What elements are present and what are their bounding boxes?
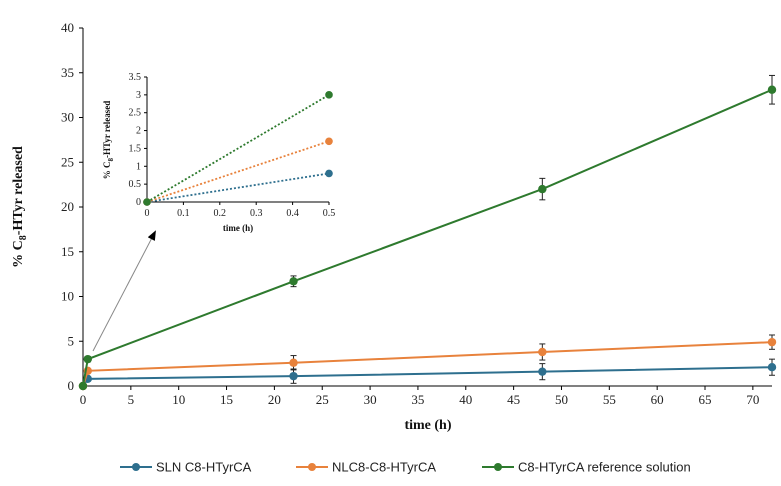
legend: SLN C8-HTyrCA NLC8-C8-HTyrCA C8-HTyrCA ref… bbox=[120, 460, 691, 475]
y-axis-title-rest: -HTyr released bbox=[11, 146, 26, 235]
x-tick-label: 55 bbox=[603, 392, 616, 407]
inset-data-point bbox=[143, 198, 151, 206]
y-tick-label: 35 bbox=[61, 65, 74, 80]
inset-series-line bbox=[146, 140, 330, 203]
inset-y-tick-label: 3 bbox=[136, 90, 141, 101]
inset-series-line bbox=[146, 172, 330, 203]
series-line bbox=[82, 366, 773, 387]
inset-y-tick-label: 2 bbox=[136, 126, 141, 137]
legend-item-1: NLC8-C8-HTyrCA bbox=[296, 460, 436, 475]
y-tick-label: 10 bbox=[61, 289, 74, 304]
data-point bbox=[78, 381, 88, 391]
x-tick-label: 0 bbox=[80, 392, 87, 407]
inset-axes bbox=[146, 77, 329, 203]
inset-y-tick-label: 1.5 bbox=[129, 143, 142, 154]
inset-x-tick-label: 0.3 bbox=[250, 208, 263, 219]
series-2 bbox=[78, 74, 777, 391]
data-point bbox=[289, 371, 298, 381]
main-x-ticks: 0 5 10 15 20 25 30 35 40 45 50 55 60 65 70 bbox=[80, 386, 759, 407]
inset-y-tick-label: 1 bbox=[136, 161, 141, 172]
y-axis-title: % C8-HTyr released bbox=[11, 146, 29, 268]
inset-y-tick-label: 3.5 bbox=[129, 72, 142, 83]
data-point bbox=[538, 347, 547, 357]
x-tick-label: 20 bbox=[268, 392, 281, 407]
series-line bbox=[82, 88, 773, 387]
legend-item-0: SLN C8-HTyrCA bbox=[120, 460, 252, 475]
legend-label: C8-HTyrCA reference solution bbox=[518, 460, 691, 475]
x-tick-label: 15 bbox=[220, 392, 233, 407]
y-tick-label: 40 bbox=[61, 20, 74, 35]
inset-data-point bbox=[325, 137, 333, 146]
main-series bbox=[78, 74, 777, 391]
inset-series-2 bbox=[143, 91, 333, 206]
x-tick-label: 60 bbox=[651, 392, 664, 407]
legend-label: NLC8-C8-HTyrCA bbox=[332, 460, 436, 475]
inset-y-tick-label: 0.5 bbox=[129, 179, 142, 190]
y-tick-label: 25 bbox=[61, 154, 74, 169]
inset-x-tick-label: 0.5 bbox=[323, 208, 336, 219]
main-y-ticks: 0 5 10 15 20 25 30 35 40 bbox=[61, 20, 83, 393]
x-tick-label: 10 bbox=[172, 392, 185, 407]
legend-swatch-marker bbox=[132, 463, 140, 471]
series-line bbox=[82, 341, 773, 387]
zoom-arrow bbox=[92, 230, 156, 352]
inset-y-axis-title-main: % C bbox=[102, 162, 112, 180]
legend-item-2: C8-HTyrCA reference solution bbox=[482, 460, 691, 475]
y-tick-label: 5 bbox=[68, 333, 75, 348]
inset-y-axis-title: % C8-HTyr released bbox=[102, 101, 115, 180]
inset-x-tick-label: 0.1 bbox=[177, 208, 190, 219]
inset-x-tick-label: 0.2 bbox=[214, 208, 227, 219]
data-point bbox=[83, 354, 92, 364]
inset-x-tick-label: 0.4 bbox=[286, 208, 299, 219]
legend-swatch-marker bbox=[494, 463, 502, 471]
x-tick-label: 40 bbox=[459, 392, 472, 407]
y-tick-label: 15 bbox=[61, 244, 74, 259]
inset-data-point bbox=[325, 91, 333, 99]
x-tick-label: 50 bbox=[555, 392, 568, 407]
x-tick-label: 30 bbox=[364, 392, 377, 407]
inset-y-axis-title-rest: -HTyr released bbox=[102, 101, 112, 158]
inset-y-tick-label: 2.5 bbox=[129, 108, 142, 119]
x-tick-label: 45 bbox=[507, 392, 520, 407]
x-tick-label: 5 bbox=[128, 392, 135, 407]
inset-x-tick-label: 0 bbox=[145, 208, 150, 219]
data-point bbox=[289, 277, 298, 286]
x-tick-label: 70 bbox=[746, 392, 759, 407]
inset-y-ticks: 0 0.5 1 1.5 2 2.5 3 3.5 bbox=[129, 72, 147, 208]
data-point bbox=[767, 363, 777, 372]
x-tick-label: 65 bbox=[699, 392, 712, 407]
legend-swatch-marker bbox=[308, 463, 316, 471]
y-tick-label: 20 bbox=[61, 199, 74, 214]
legend-label: SLN C8-HTyrCA bbox=[156, 460, 252, 475]
data-point bbox=[538, 184, 547, 194]
inset-x-ticks: 0 0.1 0.2 0.3 0.4 0.5 bbox=[145, 202, 336, 219]
y-axis-title-sub: 8 bbox=[18, 235, 29, 240]
data-point bbox=[538, 367, 547, 376]
inset-data-point bbox=[325, 169, 333, 178]
inset-y-axis-title-sub: 8 bbox=[107, 158, 115, 162]
inset-x-axis-title: time (h) bbox=[223, 223, 253, 233]
y-axis-title-main: % C bbox=[11, 240, 26, 268]
main-axes bbox=[82, 28, 772, 387]
data-point bbox=[289, 358, 298, 367]
x-tick-label: 25 bbox=[316, 392, 329, 407]
data-point bbox=[767, 337, 777, 347]
inset-series bbox=[143, 91, 333, 206]
series-1 bbox=[78, 334, 777, 391]
x-axis-title: time (h) bbox=[404, 418, 451, 433]
series-0 bbox=[78, 358, 777, 391]
y-tick-label: 0 bbox=[68, 378, 75, 393]
x-tick-label: 35 bbox=[411, 392, 424, 407]
data-point bbox=[767, 85, 777, 94]
inset-y-tick-label: 0 bbox=[136, 197, 141, 208]
inset-series-line bbox=[146, 94, 330, 203]
y-tick-label: 30 bbox=[61, 110, 74, 125]
